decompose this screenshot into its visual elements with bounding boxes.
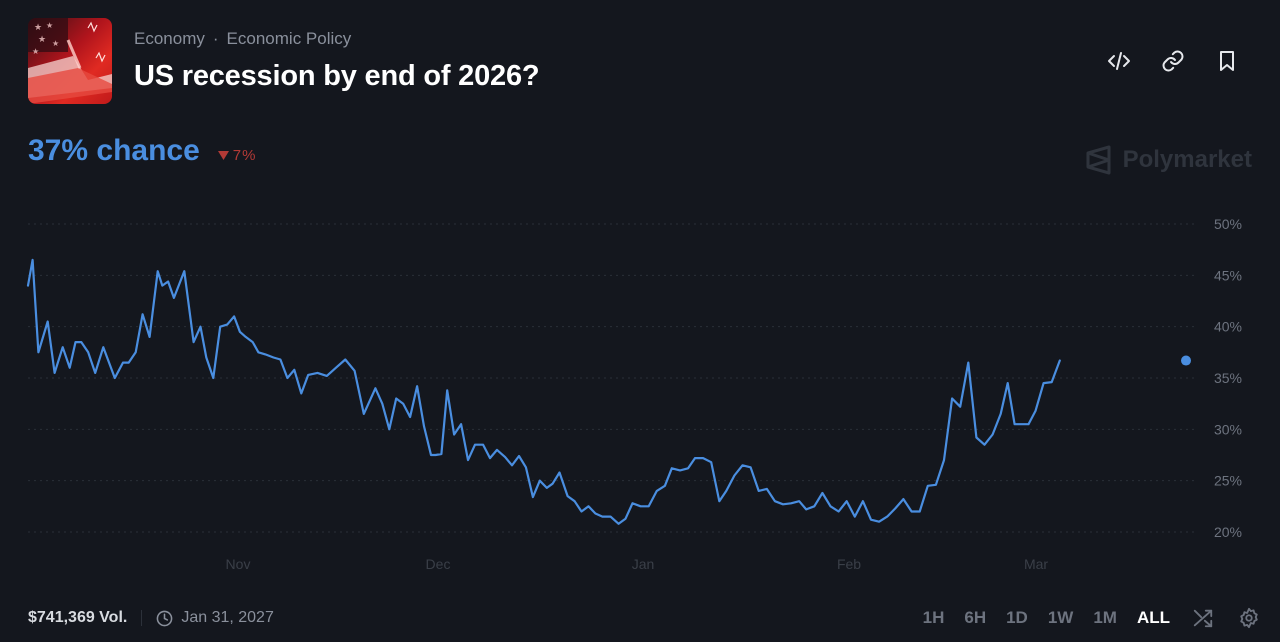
probability-line (26, 258, 1061, 525)
range-6h[interactable]: 6H (964, 608, 987, 627)
settings-button[interactable] (1236, 605, 1262, 631)
code-icon (1108, 52, 1130, 70)
svg-text:40%: 40% (1214, 319, 1242, 335)
svg-text:Nov: Nov (226, 556, 251, 572)
chance-value: 37% chance (28, 134, 200, 167)
svg-text:35%: 35% (1214, 370, 1242, 386)
svg-text:45%: 45% (1214, 267, 1242, 283)
svg-text:Mar: Mar (1024, 556, 1048, 572)
svg-text:Dec: Dec (426, 556, 451, 572)
header-actions (1106, 48, 1240, 74)
copy-link-button[interactable] (1160, 48, 1186, 74)
svg-text:★: ★ (38, 34, 46, 44)
shuffle-button[interactable] (1190, 605, 1216, 631)
breadcrumb: Economy · Economic Policy (134, 29, 351, 49)
shuffle-icon (1193, 609, 1213, 628)
svg-text:★: ★ (32, 47, 39, 56)
change-value: 7% (232, 147, 257, 164)
svg-text:30%: 30% (1214, 421, 1242, 437)
triangle-down-icon (217, 151, 229, 160)
gear-icon (1240, 607, 1258, 629)
svg-text:50%: 50% (1214, 216, 1242, 232)
svg-text:20%: 20% (1214, 524, 1242, 540)
brand-name: Polymarket (1122, 146, 1252, 173)
range-all[interactable]: ALL (1136, 608, 1170, 627)
bookmark-icon (1220, 51, 1234, 71)
us-flag-chart-image: ★ ★ ★ ★ ★ (28, 18, 112, 104)
svg-text:Jan: Jan (632, 556, 655, 572)
chart-gridlines (28, 223, 1196, 533)
chart-footer: $741,369 Vol. Jan 31, 2027 1H 6H 1D 1W 1… (28, 604, 1262, 632)
breadcrumb-economic-policy[interactable]: Economic Policy (226, 29, 352, 48)
breadcrumb-separator: · (212, 29, 219, 48)
range-1m[interactable]: 1M (1093, 608, 1117, 627)
price-history-chart[interactable]: 50% 45% 40% 35% 30% 25% 20% Nov Dec Jan Feb Mar (0, 200, 1280, 585)
end-date: Jan 31, 2027 (156, 609, 274, 627)
end-date-value: Jan 31, 2027 (181, 609, 274, 626)
time-range-selector: 1H 6H 1D 1W 1M ALL (923, 605, 1262, 631)
clock-icon (156, 610, 173, 626)
range-1w[interactable]: 1W (1047, 608, 1074, 627)
bookmark-button[interactable] (1214, 48, 1240, 74)
embed-button[interactable] (1106, 48, 1132, 74)
probability-summary: 37% chance 7% (28, 134, 256, 168)
range-1h[interactable]: 1H (922, 608, 945, 627)
svg-text:★: ★ (34, 22, 42, 32)
brand-watermark: Polymarket (1085, 145, 1252, 175)
link-icon (1162, 50, 1184, 72)
svg-text:25%: 25% (1214, 473, 1242, 489)
divider (141, 610, 143, 626)
market-thumbnail: ★ ★ ★ ★ ★ (28, 18, 112, 104)
svg-text:★: ★ (52, 39, 59, 48)
svg-text:★: ★ (46, 21, 53, 30)
market-title: US recession by end of 2026? (134, 60, 540, 92)
current-value-dot (1181, 355, 1191, 366)
change-badge: 7% (217, 147, 257, 164)
volume: $741,369 Vol. (28, 609, 128, 626)
range-1d[interactable]: 1D (1006, 608, 1028, 627)
x-axis-labels: Nov Dec Jan Feb Mar (226, 556, 1049, 572)
polymarket-logo-icon (1086, 145, 1111, 175)
svg-text:Feb: Feb (837, 556, 861, 572)
y-axis-labels: 50% 45% 40% 35% 30% 25% 20% (1214, 216, 1242, 540)
breadcrumb-economy[interactable]: Economy (134, 29, 205, 48)
